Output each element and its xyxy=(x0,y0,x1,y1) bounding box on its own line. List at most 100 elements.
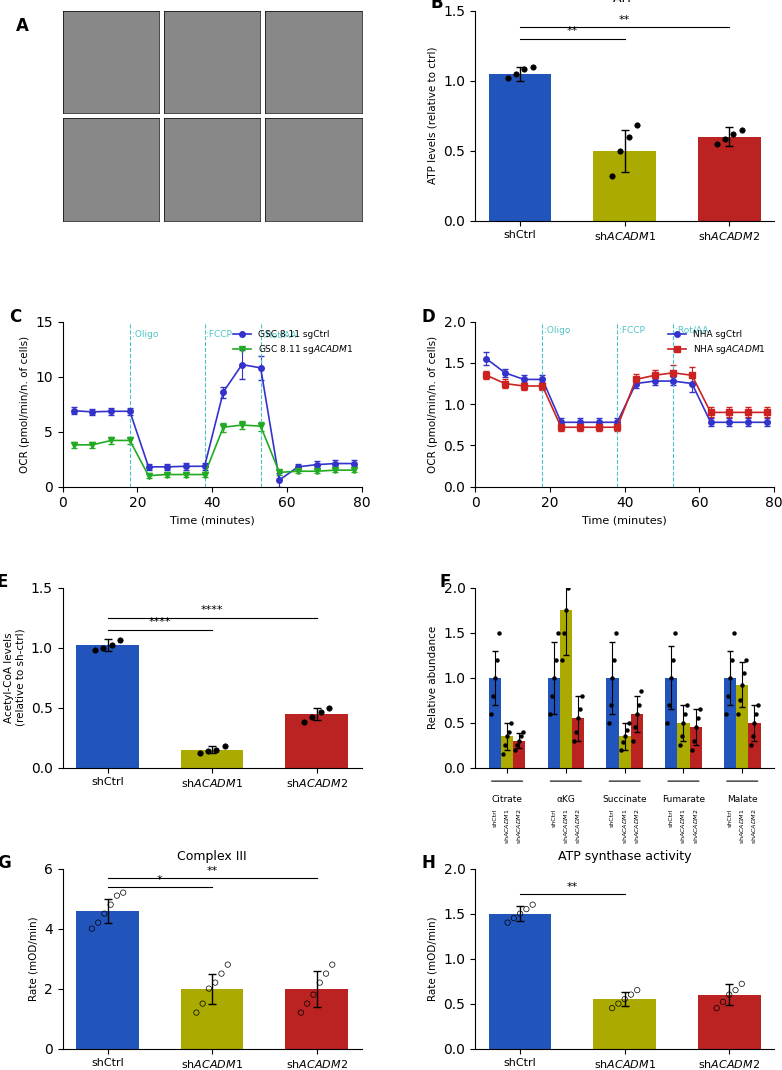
Point xyxy=(634,683,647,700)
Point xyxy=(726,651,738,668)
Point xyxy=(202,743,214,760)
Text: shCtrl: shCtrl xyxy=(551,808,556,827)
Point xyxy=(218,737,231,754)
Point xyxy=(728,624,741,641)
Text: :Rot/AA: :Rot/AA xyxy=(675,325,708,335)
Point xyxy=(681,697,694,714)
Text: :Rot/AA: :Rot/AA xyxy=(263,331,296,339)
Point xyxy=(501,914,514,931)
Bar xyxy=(736,685,748,767)
Text: **: ** xyxy=(206,866,217,876)
X-axis label: Time (minutes): Time (minutes) xyxy=(583,516,667,526)
Point xyxy=(694,701,706,718)
Point xyxy=(665,669,677,686)
Point xyxy=(88,642,101,659)
Bar xyxy=(748,722,761,767)
Bar xyxy=(489,914,551,1049)
Point xyxy=(630,705,643,722)
Point xyxy=(215,965,228,982)
Bar xyxy=(665,677,677,767)
Y-axis label: Rate (mOD/min): Rate (mOD/min) xyxy=(428,916,438,1000)
Point xyxy=(606,669,619,686)
Point xyxy=(503,723,515,740)
Point xyxy=(633,697,645,714)
Point xyxy=(556,651,569,668)
Point xyxy=(576,687,588,704)
Text: :FCCP: :FCCP xyxy=(206,331,232,339)
Bar xyxy=(489,74,551,220)
Bar xyxy=(572,718,584,767)
Bar xyxy=(698,995,761,1049)
Point xyxy=(210,742,223,759)
Point xyxy=(612,995,625,1012)
Point xyxy=(572,709,584,727)
Bar xyxy=(489,677,501,767)
Point xyxy=(221,957,234,974)
Point xyxy=(307,708,319,725)
Point xyxy=(98,905,110,922)
Point xyxy=(520,901,533,918)
Point xyxy=(602,714,615,731)
Point xyxy=(687,732,700,749)
Point xyxy=(209,974,221,991)
Bar xyxy=(690,728,701,767)
Bar xyxy=(181,750,243,767)
Point xyxy=(732,705,744,722)
Point xyxy=(543,705,556,722)
Point xyxy=(564,561,576,578)
Point xyxy=(744,736,757,753)
Point xyxy=(710,135,723,152)
Point xyxy=(551,624,564,641)
Point xyxy=(619,728,631,745)
Point xyxy=(517,723,529,740)
Point xyxy=(615,742,627,759)
Point xyxy=(500,728,513,745)
Point xyxy=(622,128,635,146)
Text: Fumarate: Fumarate xyxy=(662,795,705,804)
Text: D: D xyxy=(421,308,435,326)
Bar xyxy=(631,714,643,767)
Point xyxy=(114,632,127,649)
Point xyxy=(752,697,765,714)
Point xyxy=(677,714,690,731)
Point xyxy=(485,705,497,722)
Point xyxy=(568,732,580,749)
Point xyxy=(626,732,639,749)
Text: Malate: Malate xyxy=(727,795,758,804)
Point xyxy=(91,914,104,931)
Text: sh$\mathit{ACADM2}$: sh$\mathit{ACADM2}$ xyxy=(574,808,582,844)
Point xyxy=(104,896,117,913)
Text: **: ** xyxy=(567,26,578,36)
Bar xyxy=(594,999,656,1049)
Bar xyxy=(76,911,139,1049)
Point xyxy=(511,736,524,753)
Text: C: C xyxy=(9,308,21,326)
Point xyxy=(690,719,702,736)
Point xyxy=(736,975,748,992)
Point xyxy=(686,742,698,759)
Point xyxy=(490,651,503,668)
Point xyxy=(193,745,206,762)
Point xyxy=(574,701,586,718)
Text: sh$\mathit{ACADM1}$: sh$\mathit{ACADM1}$ xyxy=(562,808,570,844)
Point xyxy=(724,669,737,686)
Text: sh$\mathit{ACADM1}$: sh$\mathit{ACADM1}$ xyxy=(680,808,687,844)
Title: ATP: ATP xyxy=(613,0,636,5)
Point xyxy=(518,61,530,78)
Text: **: ** xyxy=(619,15,630,25)
Bar xyxy=(724,677,736,767)
Point xyxy=(515,728,528,745)
Text: :Oligo: :Oligo xyxy=(131,331,158,339)
Text: shCtrl: shCtrl xyxy=(610,808,615,827)
Text: Succinate: Succinate xyxy=(602,795,647,804)
Text: *: * xyxy=(157,875,163,885)
Text: G: G xyxy=(0,854,10,872)
Point xyxy=(616,734,629,751)
Point xyxy=(604,697,617,714)
Text: sh$\mathit{ACADM2}$: sh$\mathit{ACADM2}$ xyxy=(633,808,641,844)
Text: :Oligo: :Oligo xyxy=(544,325,571,335)
Point xyxy=(730,981,742,998)
Text: sh$\mathit{ACADM1}$: sh$\mathit{ACADM1}$ xyxy=(621,808,629,844)
Legend: GSC 8.11 sgCtrl, GSC 8.11 sg$\mathit{ACADM1}$: GSC 8.11 sgCtrl, GSC 8.11 sg$\mathit{ACA… xyxy=(229,326,357,360)
Point xyxy=(570,723,583,740)
